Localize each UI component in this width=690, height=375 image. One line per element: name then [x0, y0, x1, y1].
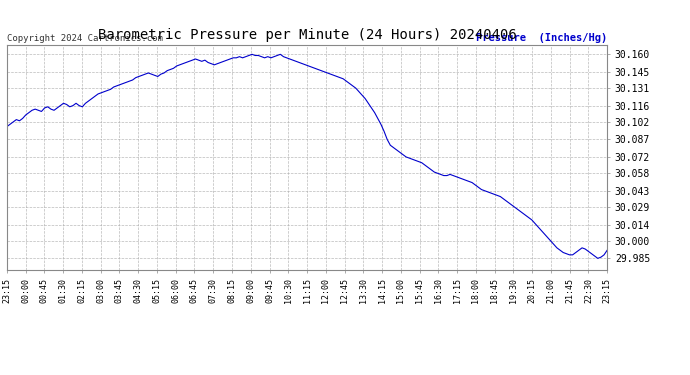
Text: Pressure  (Inches/Hg): Pressure (Inches/Hg)	[476, 33, 607, 43]
Text: Copyright 2024 Cartronics.com: Copyright 2024 Cartronics.com	[7, 34, 163, 43]
Title: Barometric Pressure per Minute (24 Hours) 20240406: Barometric Pressure per Minute (24 Hours…	[98, 28, 516, 42]
